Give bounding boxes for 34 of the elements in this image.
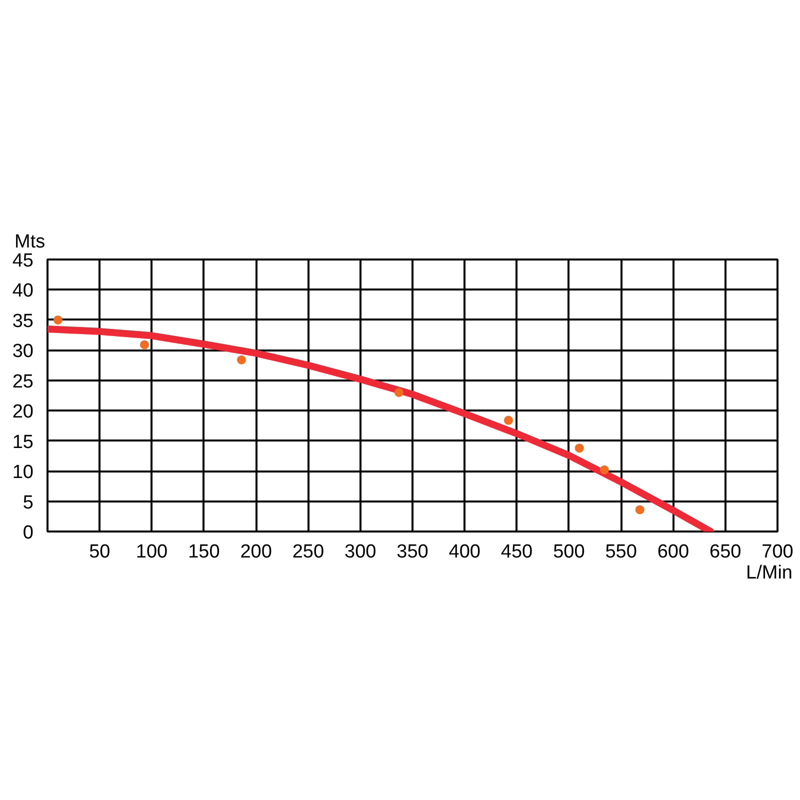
y-tick-label: 5 — [22, 492, 34, 514]
x-tick-label: 150 — [188, 542, 220, 562]
x-tick-label: 550 — [605, 542, 637, 562]
y-tick-label: 45 — [12, 250, 34, 272]
x-tick-label: 100 — [136, 542, 168, 562]
y-tick-label: 15 — [12, 432, 34, 453]
point — [600, 465, 609, 474]
point — [140, 340, 149, 350]
point — [394, 388, 404, 397]
y-tick-label: 25 — [12, 371, 34, 392]
point — [236, 355, 246, 364]
x-tick-label: 350 — [396, 542, 428, 562]
x-tick-label: 50 — [89, 542, 110, 562]
y-tick-label: 30 — [12, 341, 34, 362]
y-axis-title: Mts — [14, 232, 46, 252]
y-tick-label: 10 — [12, 462, 34, 484]
point — [574, 444, 584, 453]
y-tick-label: 35 — [12, 310, 34, 332]
x-tick-label: 700 — [762, 542, 794, 562]
y-tick-label: 0 — [22, 522, 34, 544]
x-axis-title: L/Min — [746, 562, 793, 584]
x-tick-label: 400 — [448, 542, 480, 562]
x-tick-label: 200 — [240, 542, 272, 562]
x-tick-label: 650 — [710, 542, 742, 562]
y-tick-label: 40 — [12, 280, 34, 302]
x-tick-label: 450 — [500, 542, 533, 562]
point — [504, 416, 513, 425]
y-tick-label: 20 — [12, 402, 34, 423]
x-tick-label: 250 — [292, 542, 324, 562]
x-tick-label: 600 — [657, 542, 690, 562]
point — [53, 315, 62, 324]
x-tick-label: 500 — [553, 542, 585, 562]
x-tick-label: 300 — [344, 542, 376, 562]
point — [635, 505, 644, 514]
